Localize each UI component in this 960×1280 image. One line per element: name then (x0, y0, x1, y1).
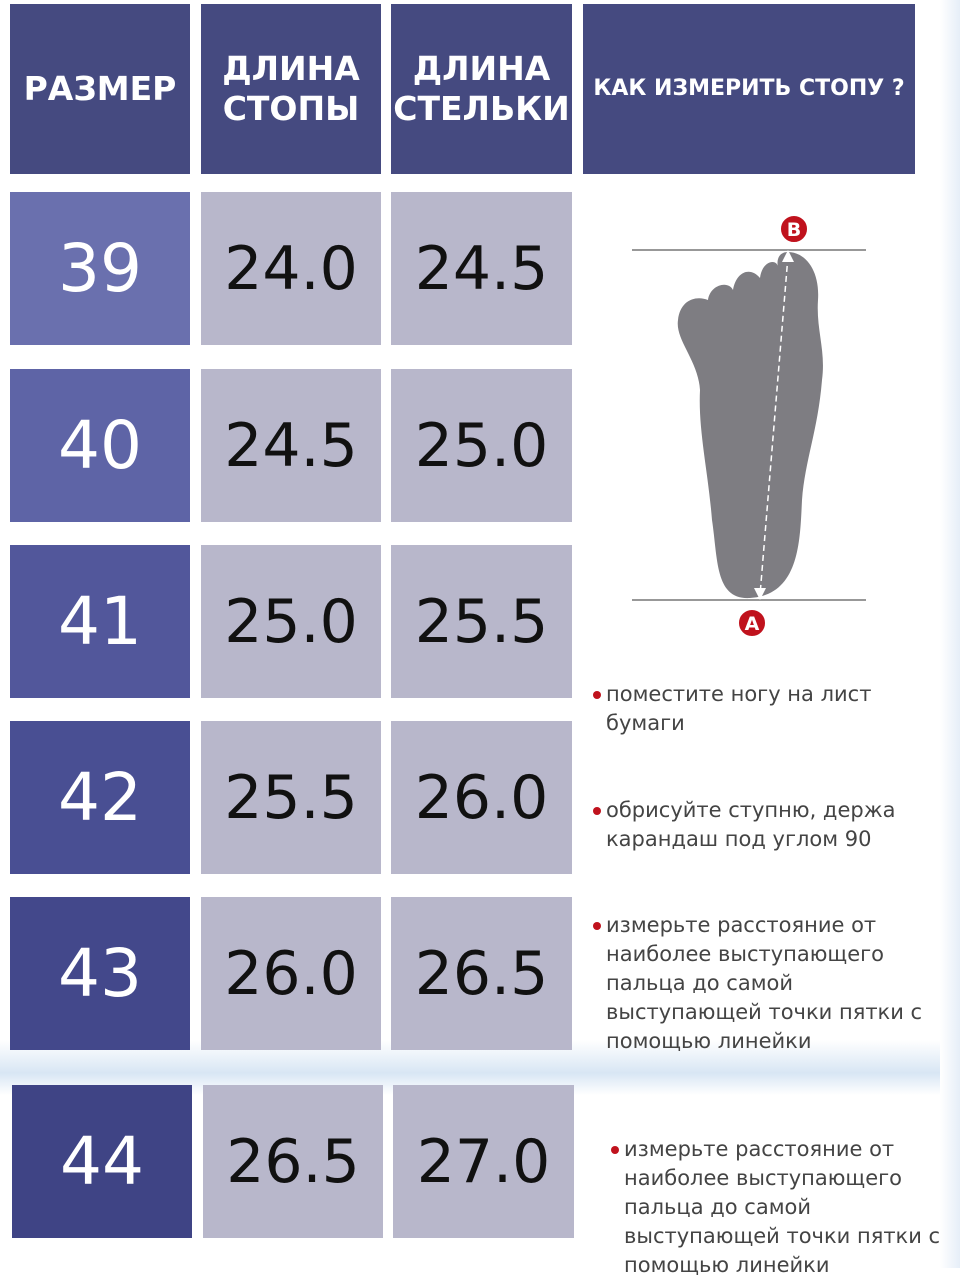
bullet-icon (593, 922, 601, 930)
row-43-foot-cell: 26.0 (201, 897, 381, 1050)
insole-value: 25.5 (414, 586, 549, 657)
row-41-foot-cell: 25.0 (201, 545, 381, 698)
arrow-up-icon (782, 250, 794, 262)
foot-icon (677, 252, 823, 599)
insole-value: 26.0 (414, 762, 549, 833)
row-44-foot-cell: 26.5 (203, 1085, 383, 1238)
row-40-size-cell: 40 (10, 369, 190, 522)
marker-b (779, 214, 809, 244)
tip-text: измерьте расстояние от наиболее выступаю… (606, 913, 923, 1053)
foot-value: 26.0 (224, 938, 358, 1009)
header-insole-length: ДЛИНА СТЕЛЬКИ (391, 4, 572, 174)
size-value: 43 (58, 935, 142, 1012)
size-value: 40 (58, 407, 142, 484)
insole-value: 27.0 (416, 1126, 551, 1197)
marker-a-label: A (745, 613, 760, 635)
header-insole-line2: СТЕЛЬКИ (393, 89, 570, 128)
foot-value: 25.0 (224, 586, 358, 657)
header-foot-length: ДЛИНА СТОПЫ (201, 4, 381, 174)
bullet-icon (593, 807, 601, 815)
measure-line (759, 255, 789, 596)
bullet-icon (611, 1146, 619, 1154)
row-42-size-cell: 42 (10, 721, 190, 874)
row-40-foot-cell: 24.5 (201, 369, 381, 522)
header-size: РАЗМЕР (10, 4, 190, 174)
header-foot-line1: ДЛИНА (222, 49, 360, 88)
row-42-insole-cell: 26.0 (391, 721, 572, 874)
tip-1: поместите ногу на лист бумаги (593, 680, 936, 738)
size-value: 42 (58, 759, 142, 836)
marker-b-label: B (787, 219, 801, 241)
foot-value: 24.5 (224, 410, 358, 481)
header-size-label: РАЗМЕР (23, 69, 177, 108)
marker-a (737, 608, 767, 638)
header-how-to: КАК ИЗМЕРИТЬ СТОПУ ? (583, 4, 915, 174)
row-44-size-cell: 44 (12, 1085, 192, 1238)
row-44-insole-cell: 27.0 (393, 1085, 574, 1238)
tip-3: измерьте расстояние от наиболее выступаю… (593, 911, 926, 1056)
row-39-foot-cell: 24.0 (201, 192, 381, 345)
insole-value: 24.5 (414, 233, 549, 304)
row-43-insole-cell: 26.5 (391, 897, 572, 1050)
row-39-insole-cell: 24.5 (391, 192, 572, 345)
arrow-down-icon (754, 588, 766, 600)
insole-value: 25.0 (414, 410, 549, 481)
foot-value: 26.5 (226, 1126, 360, 1197)
tip-text: обрисуйте ступню, держа карандаш под угл… (606, 798, 896, 851)
tip-text: поместите ногу на лист бумаги (606, 682, 872, 735)
size-value: 44 (60, 1123, 144, 1200)
insole-value: 26.5 (414, 938, 549, 1009)
size-value: 39 (58, 230, 142, 307)
foot-value: 25.5 (224, 762, 358, 833)
row-43-size-cell: 43 (10, 897, 190, 1050)
snow-background-edge (940, 0, 960, 1268)
row-39-size-cell: 39 (10, 192, 190, 345)
header-how-to-label: КАК ИЗМЕРИТЬ СТОПУ ? (593, 76, 905, 101)
row-41-size-cell: 41 (10, 545, 190, 698)
header-insole-line1: ДЛИНА (412, 49, 551, 88)
size-value: 41 (58, 583, 142, 660)
bullet-icon (593, 691, 601, 699)
tip-2: обрисуйте ступню, держа карандаш под угл… (593, 796, 936, 854)
tip-text: измерьте расстояние от наиболее выступаю… (624, 1137, 941, 1277)
foot-diagram: B A (632, 214, 866, 638)
foot-value: 24.0 (224, 233, 358, 304)
row-42-foot-cell: 25.5 (201, 721, 381, 874)
header-foot-line2: СТОПЫ (222, 89, 360, 128)
row-40-insole-cell: 25.0 (391, 369, 572, 522)
tip-4: измерьте расстояние от наиболее выступаю… (611, 1135, 944, 1280)
row-41-insole-cell: 25.5 (391, 545, 572, 698)
